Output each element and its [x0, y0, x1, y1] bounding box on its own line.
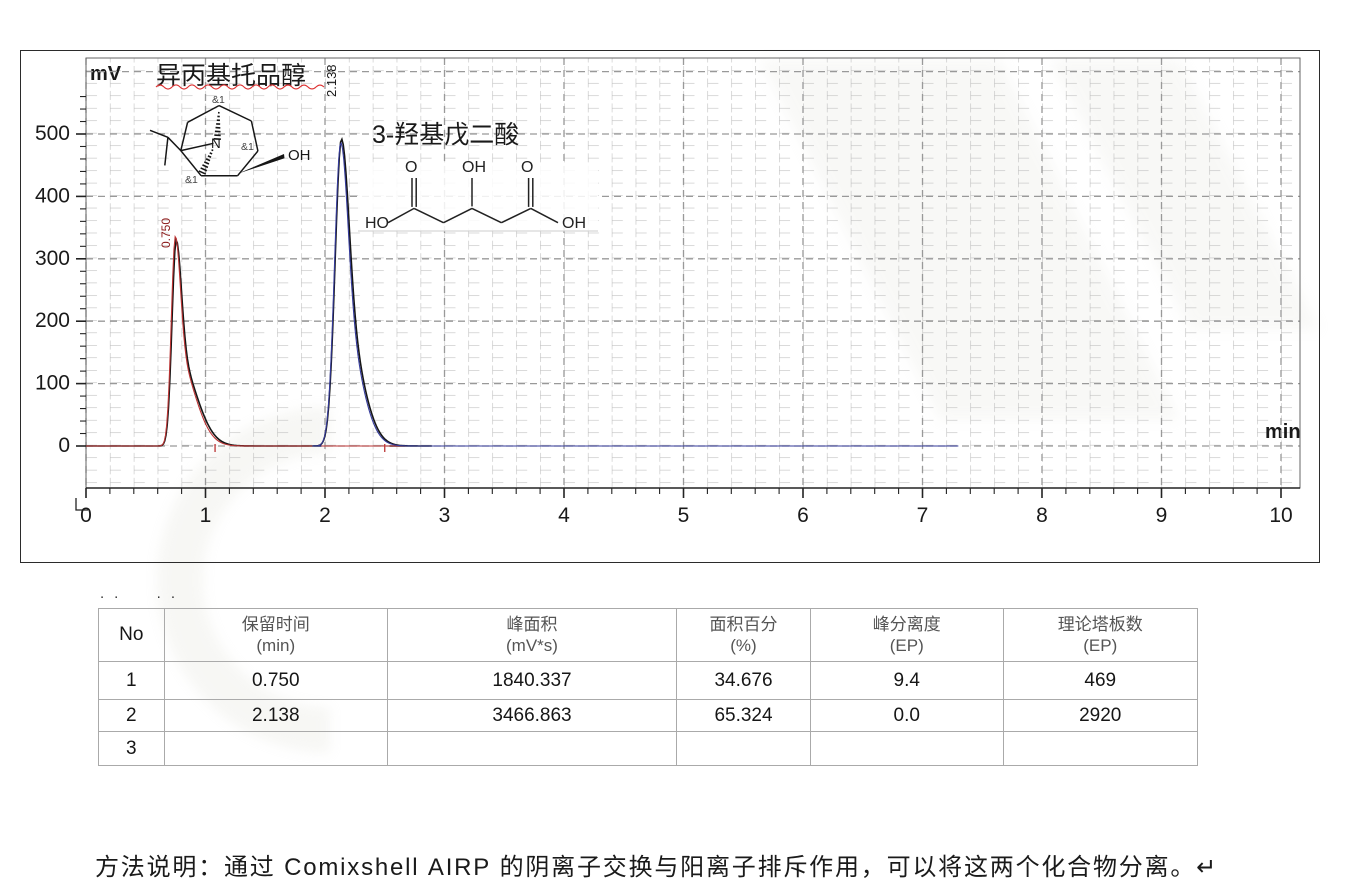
svg-text:HO: HO: [365, 215, 389, 232]
svg-text:OH: OH: [288, 147, 311, 164]
svg-text:O: O: [405, 159, 417, 176]
svg-text:OH: OH: [462, 159, 486, 176]
svg-text:OH: OH: [562, 215, 586, 232]
svg-text:&1: &1: [185, 174, 198, 186]
svg-text:&1: &1: [241, 141, 254, 153]
svg-text:O: O: [521, 159, 533, 176]
svg-text:&1: &1: [212, 94, 225, 106]
